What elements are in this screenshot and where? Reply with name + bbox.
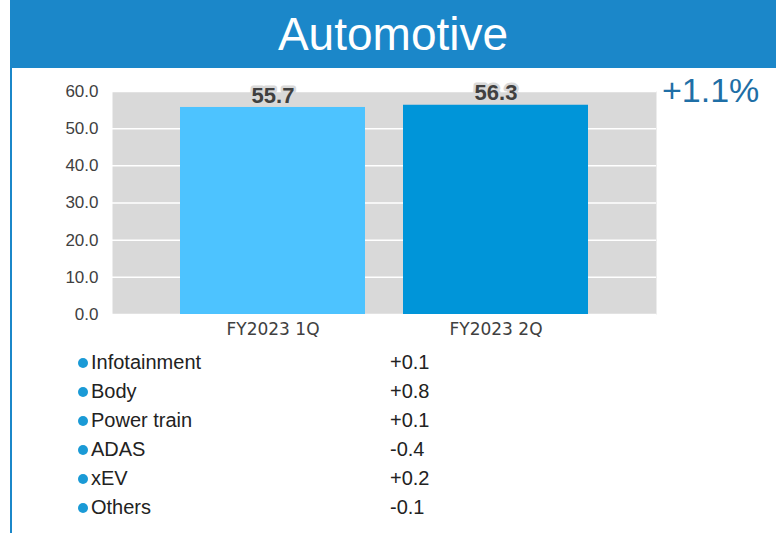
svg-text:0.0: 0.0 bbox=[75, 305, 99, 324]
html-text:+0.1: +0.1 bbox=[390, 409, 430, 431]
svg-text:55.7: 55.7 bbox=[252, 83, 295, 108]
html-text:-0.4: -0.4 bbox=[390, 438, 425, 460]
html-text:Power train: Power train bbox=[91, 409, 193, 431]
html-text:xEV: xEV bbox=[91, 467, 128, 489]
svg-text:56.3: 56.3 bbox=[475, 80, 518, 105]
svg-text:60.0: 60.0 bbox=[65, 82, 98, 101]
html-text:+0.8: +0.8 bbox=[390, 380, 430, 402]
svg-text:50.0: 50.0 bbox=[65, 119, 98, 138]
svg-text:40.0: 40.0 bbox=[65, 156, 98, 175]
html-text:+0.1: +0.1 bbox=[390, 351, 430, 373]
svg-text:FY2023 1Q: FY2023 1Q bbox=[226, 319, 319, 339]
svg-text:20.0: 20.0 bbox=[65, 231, 98, 250]
svg-text:FY2023 2Q: FY2023 2Q bbox=[449, 319, 542, 339]
html-text:+1.1%: +1.1% bbox=[662, 71, 760, 109]
html-text:ADAS: ADAS bbox=[91, 438, 146, 460]
html-text:Others: Others bbox=[91, 496, 151, 518]
html-text:Infotainment: Infotainment bbox=[91, 351, 202, 373]
html-text:+0.2: +0.2 bbox=[390, 467, 430, 489]
svg-text:30.0: 30.0 bbox=[65, 193, 98, 212]
html-text:-0.1: -0.1 bbox=[390, 496, 425, 518]
html-text:Body: Body bbox=[91, 380, 137, 402]
html-text:Automotive: Automotive bbox=[277, 8, 509, 60]
svg-text:10.0: 10.0 bbox=[65, 268, 98, 287]
